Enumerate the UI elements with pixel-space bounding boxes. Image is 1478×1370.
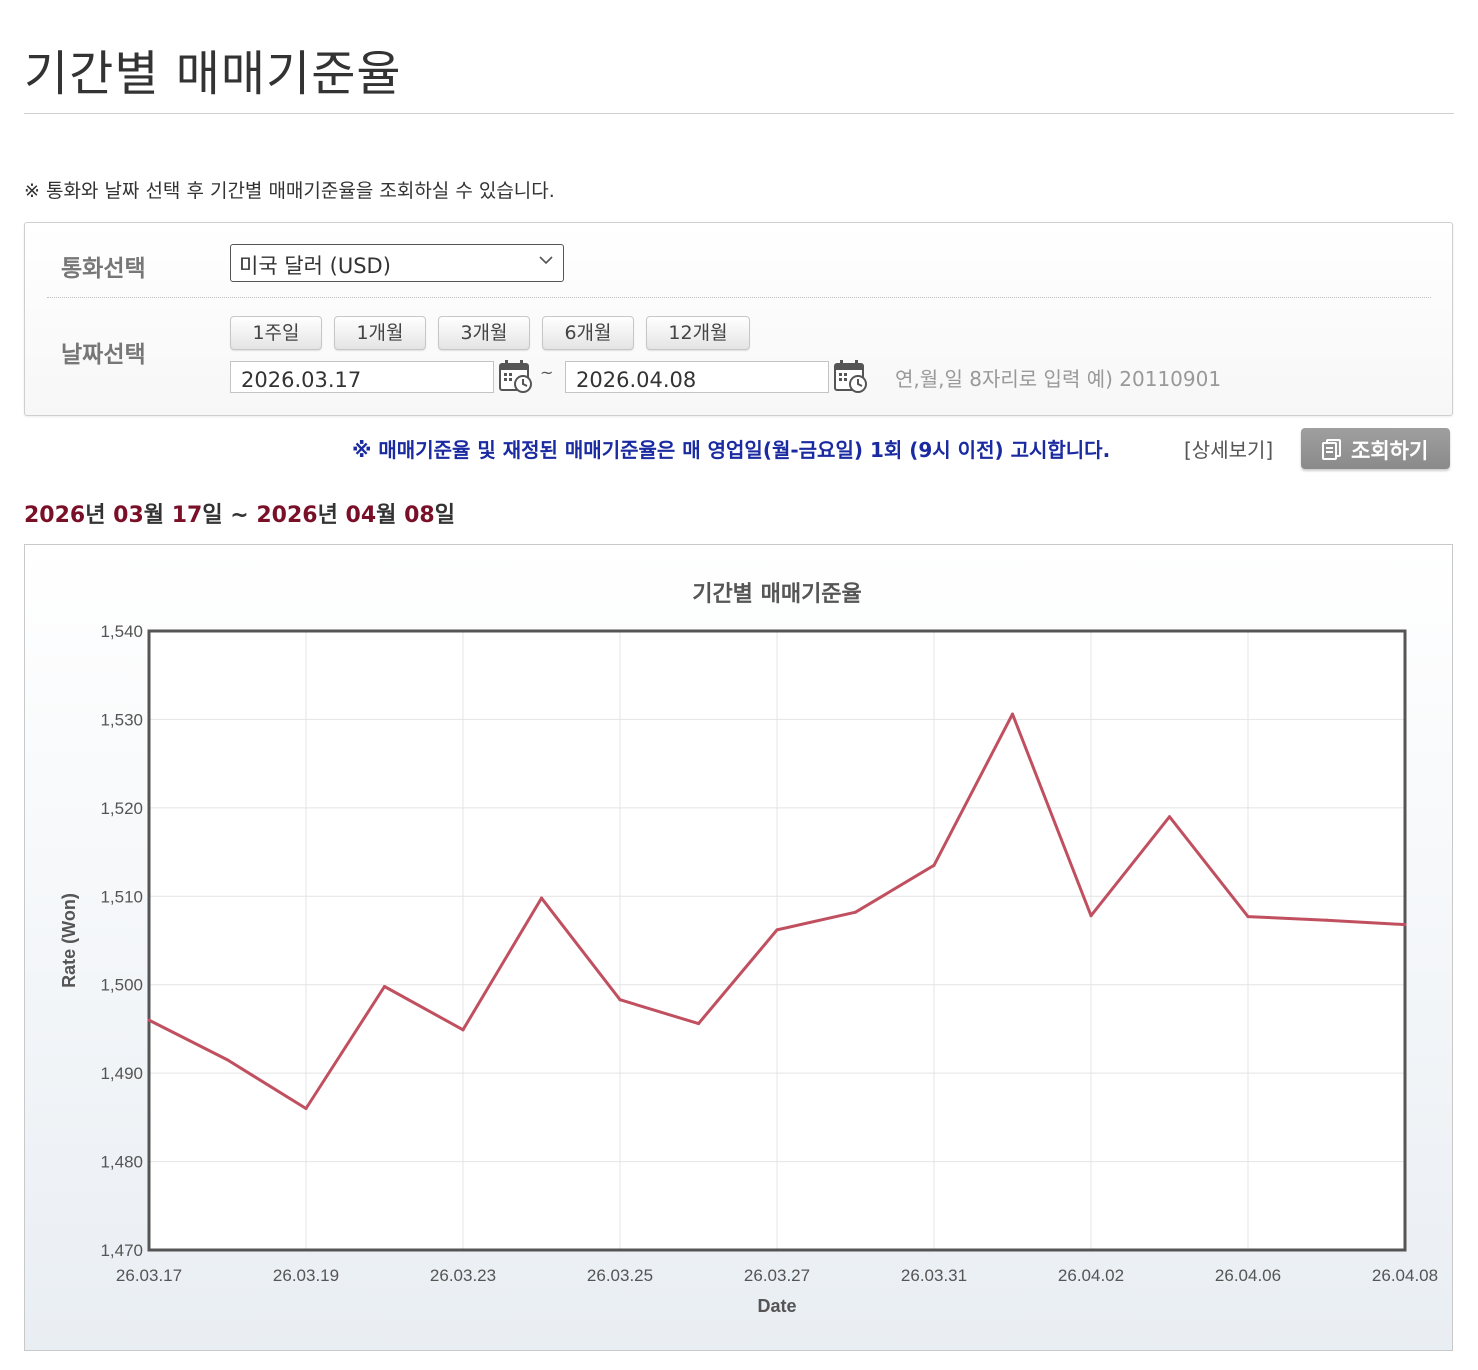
announcement-notice: ※ 매매기준율 및 재정된 매매기준율은 매 영업일(월-금요일) 1회 (9시… bbox=[352, 438, 1111, 462]
data-point bbox=[1011, 712, 1014, 716]
y-tick-label: 1,520 bbox=[100, 799, 143, 818]
end-date-input[interactable]: 2026.04.08 bbox=[565, 361, 829, 393]
document-icon bbox=[1322, 439, 1341, 460]
range-start-year: 2026 bbox=[24, 503, 86, 528]
range-start-month: 03 bbox=[113, 503, 144, 528]
x-tick-label: 26.03.31 bbox=[901, 1266, 967, 1285]
data-point bbox=[932, 863, 936, 867]
period-3month-button[interactable]: 3개월 bbox=[438, 316, 530, 350]
x-tick-label: 26.03.17 bbox=[116, 1266, 182, 1285]
title-divider bbox=[24, 113, 1454, 114]
data-point bbox=[854, 910, 857, 914]
search-panel: 통화선택 미국 달러 (USD) 날짜선택 1주일 1개월 3개월 6개월 12… bbox=[24, 222, 1453, 416]
y-tick-label: 1,480 bbox=[100, 1153, 143, 1172]
usage-notice: ※ 통화와 날짜 선택 후 기간별 매매기준율을 조회하실 수 있습니다. bbox=[24, 180, 555, 202]
data-point bbox=[1403, 923, 1407, 927]
data-point bbox=[1325, 918, 1328, 922]
month-unit: 월 bbox=[143, 503, 165, 528]
chart-title: 기간별 매매기준율 bbox=[692, 582, 862, 607]
y-tick-label: 1,500 bbox=[100, 976, 143, 995]
chart-panel: 1,540 1,530 1,520 1,510 1,500 1,490 1,480 1,470… bbox=[24, 544, 1453, 1351]
y-tick-label: 1,510 bbox=[100, 887, 143, 906]
x-tick-label: 26.03.27 bbox=[744, 1266, 810, 1285]
x-tick-label: 26.04.02 bbox=[1058, 1266, 1124, 1285]
date-range-separator: ~ bbox=[540, 363, 554, 382]
data-point bbox=[383, 984, 386, 988]
start-date-input[interactable]: 2026.03.17 bbox=[230, 361, 494, 393]
data-point bbox=[1089, 914, 1093, 918]
y-tick-label: 1,470 bbox=[100, 1241, 143, 1260]
calendar-icon[interactable] bbox=[833, 358, 869, 394]
period-6month-button[interactable]: 6개월 bbox=[542, 316, 634, 350]
data-point bbox=[147, 1018, 151, 1022]
data-point bbox=[697, 1022, 700, 1026]
y-tick-label: 1,540 bbox=[100, 622, 143, 641]
data-point bbox=[461, 1028, 465, 1032]
period-1week-button[interactable]: 1주일 bbox=[230, 316, 322, 350]
x-tick-label: 26.03.19 bbox=[273, 1266, 339, 1285]
range-end-day: 08 bbox=[404, 503, 435, 528]
period-12month-button[interactable]: 12개월 bbox=[646, 316, 750, 350]
query-button[interactable]: 조회하기 bbox=[1301, 428, 1450, 469]
data-point bbox=[1246, 915, 1250, 919]
day-unit: 일 bbox=[202, 503, 223, 528]
rate-line-chart: 1,540 1,530 1,520 1,510 1,500 1,490 1,480 1,470… bbox=[59, 582, 1438, 1316]
range-title: 2026년 03월 17일 ~ 2026년 04월 08일 bbox=[24, 497, 455, 529]
currency-select-value: 미국 달러 (USD) bbox=[239, 254, 391, 278]
y-tick-label: 1,530 bbox=[100, 710, 143, 729]
data-point bbox=[304, 1107, 308, 1111]
data-point bbox=[540, 896, 543, 900]
date-label: 날짜선택 bbox=[61, 342, 146, 368]
day-unit: 일 bbox=[434, 503, 455, 528]
month-unit: 월 bbox=[376, 503, 397, 528]
x-axis-label: Date bbox=[757, 1296, 796, 1316]
period-1month-button[interactable]: 1개월 bbox=[334, 316, 426, 350]
y-tick-label: 1,490 bbox=[100, 1064, 143, 1083]
x-tick-label: 26.03.25 bbox=[587, 1266, 653, 1285]
data-point bbox=[618, 998, 622, 1002]
y-axis-label: Rate (Won) bbox=[59, 893, 79, 988]
x-tick-label: 26.04.08 bbox=[1372, 1266, 1438, 1285]
x-tick-label: 26.03.23 bbox=[430, 1266, 496, 1285]
year-unit: 년 bbox=[317, 503, 338, 528]
query-button-label: 조회하기 bbox=[1351, 439, 1429, 463]
calendar-icon[interactable] bbox=[498, 358, 534, 394]
currency-select[interactable]: 미국 달러 (USD) bbox=[230, 244, 564, 282]
x-tick-label: 26.04.06 bbox=[1215, 1266, 1281, 1285]
chevron-down-icon bbox=[539, 256, 553, 265]
plot-border bbox=[147, 629, 1407, 1252]
row-divider bbox=[47, 297, 1431, 298]
currency-label: 통화선택 bbox=[61, 256, 146, 282]
range-end-month: 04 bbox=[345, 503, 377, 528]
date-format-hint: 연,월,일 8자리로 입력 예) 20110901 bbox=[895, 367, 1222, 391]
range-separator: ~ bbox=[230, 503, 249, 528]
data-point bbox=[775, 928, 779, 932]
year-unit: 년 bbox=[85, 503, 106, 528]
detail-link[interactable]: [상세보기] bbox=[1184, 438, 1274, 462]
range-start-day: 17 bbox=[171, 503, 203, 528]
range-end-year: 2026 bbox=[256, 503, 318, 528]
page-title: 기간별 매매기준율 bbox=[24, 46, 402, 102]
data-point bbox=[1168, 815, 1171, 819]
data-point bbox=[226, 1058, 229, 1062]
